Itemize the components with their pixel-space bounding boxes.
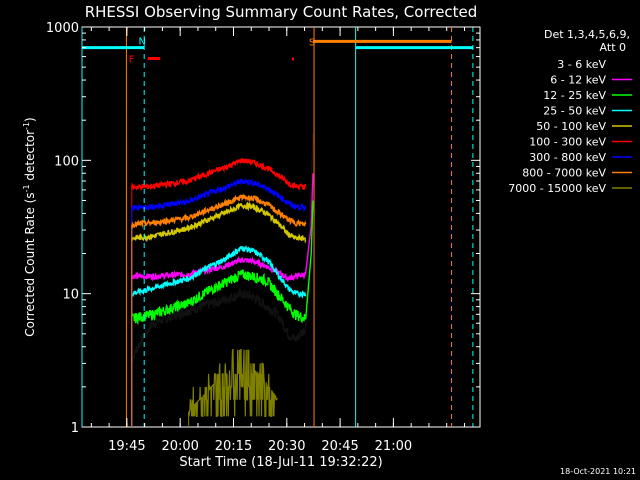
flag-label-F: F — [129, 55, 135, 66]
x-tick-label: 20:00 — [161, 439, 198, 454]
legend-entries: 3 - 6 keV 6 - 12 keV 12 - 25 keV 25 - 50 ke… — [508, 58, 632, 195]
x-tick-label: 20:45 — [321, 439, 358, 454]
legend-label-2: 6 - 12 keV — [550, 74, 606, 87]
legend-label-1: 3 - 6 keV — [557, 58, 606, 71]
legend-label-8: 800 - 7000 keV — [522, 167, 606, 180]
series-line-3 — [131, 200, 314, 326]
y-axis-label: Corrected Count Rate (s-1 detector-1) — [22, 117, 37, 336]
x-axis-ticks: 19:45 20:00 20:15 20:30 20:45 21:00 — [90, 27, 465, 454]
y-axis-label-mid: detector — [23, 130, 37, 185]
flag-layer: FN S — [82, 37, 473, 66]
series-line-4 — [131, 244, 307, 299]
chart-title: RHESSI Observing Summary Count Rates, Co… — [85, 3, 478, 21]
y-axis-label-sup2: -1 — [22, 122, 31, 130]
y-tick-label: 1000 — [46, 21, 79, 36]
y-axis-label-end: ) — [23, 117, 37, 122]
series-layer — [131, 133, 314, 427]
timestamp: 18-Oct-2021 10:21 — [560, 467, 636, 476]
series-line-7 — [131, 177, 307, 213]
legend-attenuator-info: Att 0 — [600, 41, 626, 54]
y-tick-label: 100 — [54, 154, 79, 169]
y-axis-label-sup1: -1 — [22, 184, 31, 192]
marker-layer — [81, 27, 474, 427]
legend-label-7: 300 - 800 keV — [529, 151, 606, 164]
y-axis-ticks: 1 10 100 1000 — [46, 21, 480, 436]
flag-label-N: N — [138, 37, 145, 48]
series-line-8 — [131, 194, 307, 230]
flag-dot — [292, 57, 295, 61]
plot-area: FN S 1 10 100 1000 19:45 20:00 20:15 20:30 20:45… — [46, 21, 481, 454]
legend-label-9: 7000 - 15000 keV — [508, 182, 606, 195]
x-tick-label: 20:30 — [268, 439, 305, 454]
series-line-1 — [131, 133, 314, 362]
x-tick-label: 20:15 — [215, 439, 252, 454]
legend: Det 1,3,4,5,6,9, Att 0 3 - 6 keV 6 - 12 k… — [508, 28, 632, 195]
series-line-6 — [131, 158, 307, 191]
legend-detector-info: Det 1,3,4,5,6,9, — [544, 28, 630, 41]
x-axis-label: Start Time (18-Jul-11 19:32:22) — [179, 455, 382, 470]
flag-label-S: S — [309, 37, 315, 48]
x-tick-label: 21:00 — [375, 439, 412, 454]
y-tick-label: 10 — [62, 288, 79, 303]
legend-label-5: 50 - 100 keV — [536, 120, 606, 133]
legend-label-3: 12 - 25 keV — [543, 89, 606, 102]
series-line-5 — [131, 201, 307, 244]
y-tick-label: 1 — [71, 421, 79, 436]
legend-label-4: 25 - 50 keV — [543, 105, 606, 118]
y-axis-label-main: Corrected Count Rate (s — [23, 192, 37, 336]
legend-label-6: 100 - 300 keV — [529, 136, 606, 149]
series-line-9 — [188, 349, 278, 417]
x-tick-label: 19:45 — [108, 439, 145, 454]
